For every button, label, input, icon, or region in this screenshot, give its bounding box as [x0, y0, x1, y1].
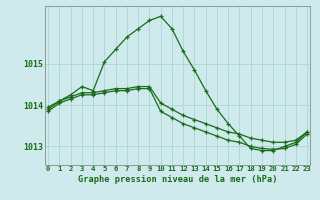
X-axis label: Graphe pression niveau de la mer (hPa): Graphe pression niveau de la mer (hPa): [78, 175, 277, 184]
